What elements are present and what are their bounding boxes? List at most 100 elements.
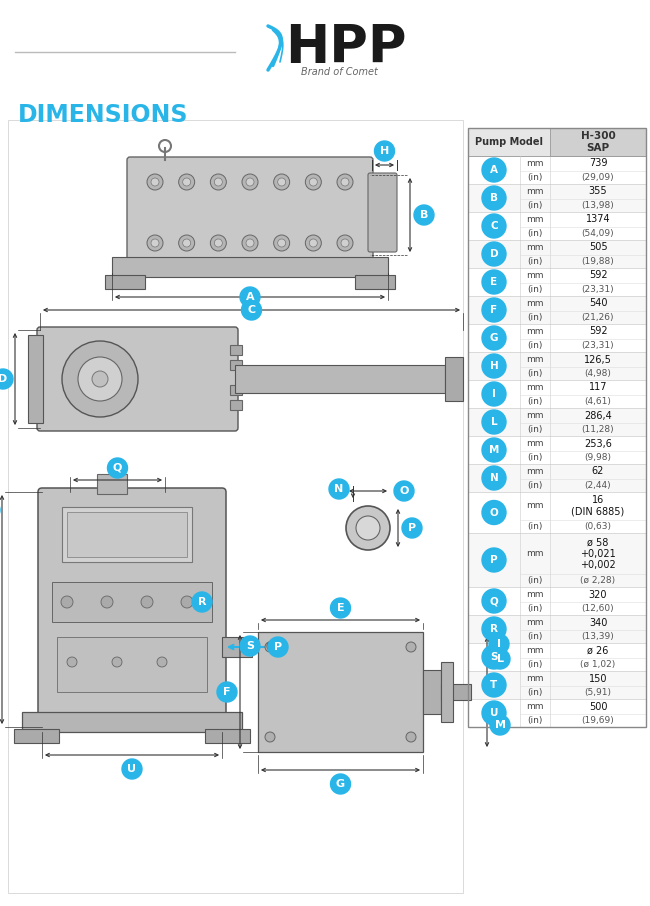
Circle shape xyxy=(489,634,509,654)
Text: T: T xyxy=(490,680,498,690)
FancyBboxPatch shape xyxy=(57,637,207,692)
Circle shape xyxy=(356,516,380,540)
FancyBboxPatch shape xyxy=(230,385,242,395)
FancyBboxPatch shape xyxy=(468,296,646,324)
Text: mm: mm xyxy=(526,159,544,168)
Circle shape xyxy=(67,657,77,667)
Text: Pump Model: Pump Model xyxy=(475,137,543,147)
Text: (13,39): (13,39) xyxy=(582,632,614,641)
FancyBboxPatch shape xyxy=(468,352,646,380)
Circle shape xyxy=(482,548,506,572)
FancyBboxPatch shape xyxy=(468,587,646,615)
Circle shape xyxy=(240,287,260,307)
Circle shape xyxy=(267,641,277,651)
FancyBboxPatch shape xyxy=(468,324,646,352)
FancyBboxPatch shape xyxy=(468,699,646,727)
Circle shape xyxy=(482,466,506,490)
FancyBboxPatch shape xyxy=(468,408,646,436)
Text: mm: mm xyxy=(526,590,544,599)
Circle shape xyxy=(490,715,510,735)
Circle shape xyxy=(151,239,159,247)
FancyBboxPatch shape xyxy=(222,637,252,657)
Text: 340: 340 xyxy=(589,618,607,628)
Circle shape xyxy=(0,369,13,389)
Circle shape xyxy=(274,235,290,251)
Text: S: S xyxy=(490,652,498,662)
Text: G: G xyxy=(489,333,499,343)
Text: 505: 505 xyxy=(589,243,607,253)
Text: (12,60): (12,60) xyxy=(582,604,614,613)
Text: 355: 355 xyxy=(589,187,607,197)
Text: mm: mm xyxy=(526,467,544,476)
Text: I: I xyxy=(497,639,501,649)
Circle shape xyxy=(211,235,226,251)
Text: mm: mm xyxy=(526,187,544,196)
Text: R: R xyxy=(490,624,498,634)
Circle shape xyxy=(394,481,414,501)
Text: 320: 320 xyxy=(589,590,607,600)
Text: F: F xyxy=(223,687,231,697)
Circle shape xyxy=(482,354,506,378)
Text: 117: 117 xyxy=(589,382,607,392)
Text: mm: mm xyxy=(526,355,544,364)
Text: (19,88): (19,88) xyxy=(582,257,614,266)
Circle shape xyxy=(214,178,222,186)
FancyBboxPatch shape xyxy=(230,360,242,370)
Text: (4,61): (4,61) xyxy=(584,397,612,406)
Text: 286,4: 286,4 xyxy=(584,410,612,420)
FancyBboxPatch shape xyxy=(355,275,395,289)
Circle shape xyxy=(482,438,506,462)
Text: mm: mm xyxy=(526,549,544,558)
Circle shape xyxy=(147,235,163,251)
Circle shape xyxy=(330,774,350,794)
Text: (in): (in) xyxy=(527,397,543,406)
Text: (in): (in) xyxy=(527,632,543,641)
Text: (in): (in) xyxy=(527,481,543,490)
Text: P: P xyxy=(274,642,282,652)
Text: 500: 500 xyxy=(589,701,607,711)
Text: (in): (in) xyxy=(527,369,543,378)
Circle shape xyxy=(141,596,153,608)
Text: (in): (in) xyxy=(527,313,543,322)
Text: (23,31): (23,31) xyxy=(582,285,614,294)
FancyBboxPatch shape xyxy=(22,712,242,732)
Text: mm: mm xyxy=(526,215,544,224)
Text: 1374: 1374 xyxy=(586,215,610,225)
Circle shape xyxy=(329,479,349,499)
Text: mm: mm xyxy=(526,271,544,280)
Circle shape xyxy=(157,657,167,667)
FancyBboxPatch shape xyxy=(368,173,397,252)
FancyBboxPatch shape xyxy=(468,671,646,699)
FancyBboxPatch shape xyxy=(14,729,59,743)
Text: mm: mm xyxy=(526,383,544,392)
FancyBboxPatch shape xyxy=(105,275,145,289)
Text: E: E xyxy=(491,277,497,287)
FancyBboxPatch shape xyxy=(230,400,242,410)
Circle shape xyxy=(309,178,317,186)
Circle shape xyxy=(337,235,353,251)
Circle shape xyxy=(482,701,506,725)
Circle shape xyxy=(482,326,506,350)
FancyBboxPatch shape xyxy=(38,488,226,731)
Circle shape xyxy=(179,235,194,251)
Circle shape xyxy=(341,239,349,247)
Circle shape xyxy=(181,596,193,608)
Text: (in): (in) xyxy=(527,229,543,238)
Text: N: N xyxy=(489,473,499,483)
Circle shape xyxy=(246,239,254,247)
Circle shape xyxy=(482,242,506,266)
Text: L: L xyxy=(491,417,497,427)
FancyBboxPatch shape xyxy=(468,212,646,240)
Circle shape xyxy=(482,645,506,669)
Text: R: R xyxy=(198,597,206,607)
Circle shape xyxy=(346,506,390,550)
Circle shape xyxy=(242,174,258,190)
FancyBboxPatch shape xyxy=(441,684,471,700)
Text: mm: mm xyxy=(526,243,544,252)
FancyBboxPatch shape xyxy=(127,157,373,268)
Circle shape xyxy=(482,158,506,182)
Text: mm: mm xyxy=(526,299,544,308)
Circle shape xyxy=(482,298,506,322)
Text: (19,69): (19,69) xyxy=(582,716,614,725)
Text: (54,09): (54,09) xyxy=(582,229,614,238)
